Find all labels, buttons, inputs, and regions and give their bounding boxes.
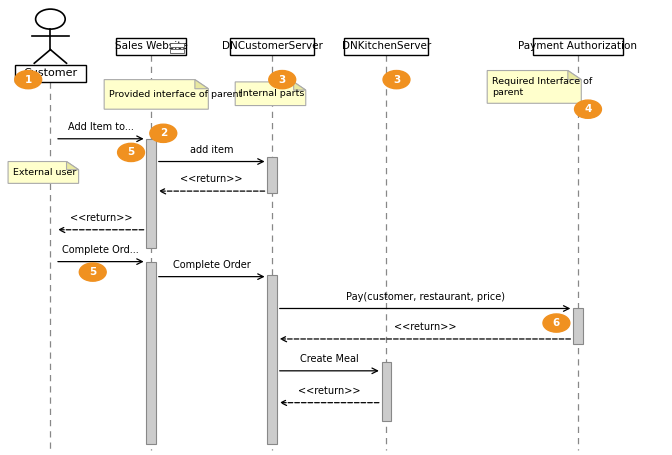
Text: DNKitchenServer: DNKitchenServer	[342, 41, 431, 51]
Polygon shape	[8, 162, 79, 183]
Bar	[15, 65, 86, 82]
Circle shape	[269, 71, 296, 89]
Polygon shape	[487, 71, 581, 103]
Bar	[171, 49, 184, 53]
Polygon shape	[294, 82, 306, 90]
Circle shape	[383, 71, 410, 89]
Bar	[573, 308, 583, 344]
Circle shape	[118, 143, 144, 162]
Bar	[382, 362, 391, 421]
Text: Sales Website: Sales Website	[115, 41, 187, 51]
Text: <<return>>: <<return>>	[69, 213, 132, 223]
Text: <<return>>: <<return>>	[394, 322, 456, 332]
Text: 6: 6	[553, 318, 560, 328]
Bar	[344, 38, 429, 55]
Text: 2: 2	[160, 128, 167, 138]
Circle shape	[150, 124, 177, 142]
Circle shape	[15, 71, 42, 89]
Text: 4: 4	[585, 104, 591, 114]
Text: <<return>>: <<return>>	[298, 386, 361, 396]
Bar	[146, 139, 156, 248]
Text: External user: External user	[13, 168, 76, 177]
Bar	[146, 262, 156, 444]
Text: 5: 5	[128, 147, 134, 157]
Text: 3: 3	[279, 75, 286, 85]
Polygon shape	[235, 82, 306, 106]
Bar	[532, 38, 623, 55]
Text: Add Item to...: Add Item to...	[68, 122, 134, 132]
Text: DNCustomerServer: DNCustomerServer	[222, 41, 323, 51]
Polygon shape	[104, 80, 208, 109]
Text: Pay(customer, restaurant, price): Pay(customer, restaurant, price)	[345, 292, 505, 302]
Text: Required Interface of
parent: Required Interface of parent	[492, 77, 592, 96]
Circle shape	[79, 263, 106, 281]
Text: add item: add item	[190, 145, 233, 155]
Text: 1: 1	[25, 75, 32, 85]
Text: Provided interface of parent: Provided interface of parent	[109, 90, 242, 99]
Text: <<return>>: <<return>>	[180, 174, 243, 184]
Circle shape	[575, 100, 601, 118]
Polygon shape	[67, 162, 79, 170]
Circle shape	[543, 314, 570, 332]
Bar	[267, 275, 277, 444]
Bar	[267, 157, 277, 193]
Text: 3: 3	[393, 75, 400, 85]
Text: Customer: Customer	[24, 68, 77, 78]
Bar	[230, 38, 314, 55]
Polygon shape	[568, 71, 581, 80]
Text: Complete Ord...: Complete Ord...	[62, 245, 139, 255]
Text: Internal parts: Internal parts	[240, 89, 304, 98]
Text: Payment Authorization: Payment Authorization	[518, 41, 638, 51]
Bar	[116, 38, 187, 55]
Text: 5: 5	[89, 267, 96, 277]
Polygon shape	[195, 80, 208, 89]
Bar	[171, 43, 184, 47]
Text: Create Meal: Create Meal	[300, 354, 359, 364]
Text: Complete Order: Complete Order	[173, 260, 251, 270]
